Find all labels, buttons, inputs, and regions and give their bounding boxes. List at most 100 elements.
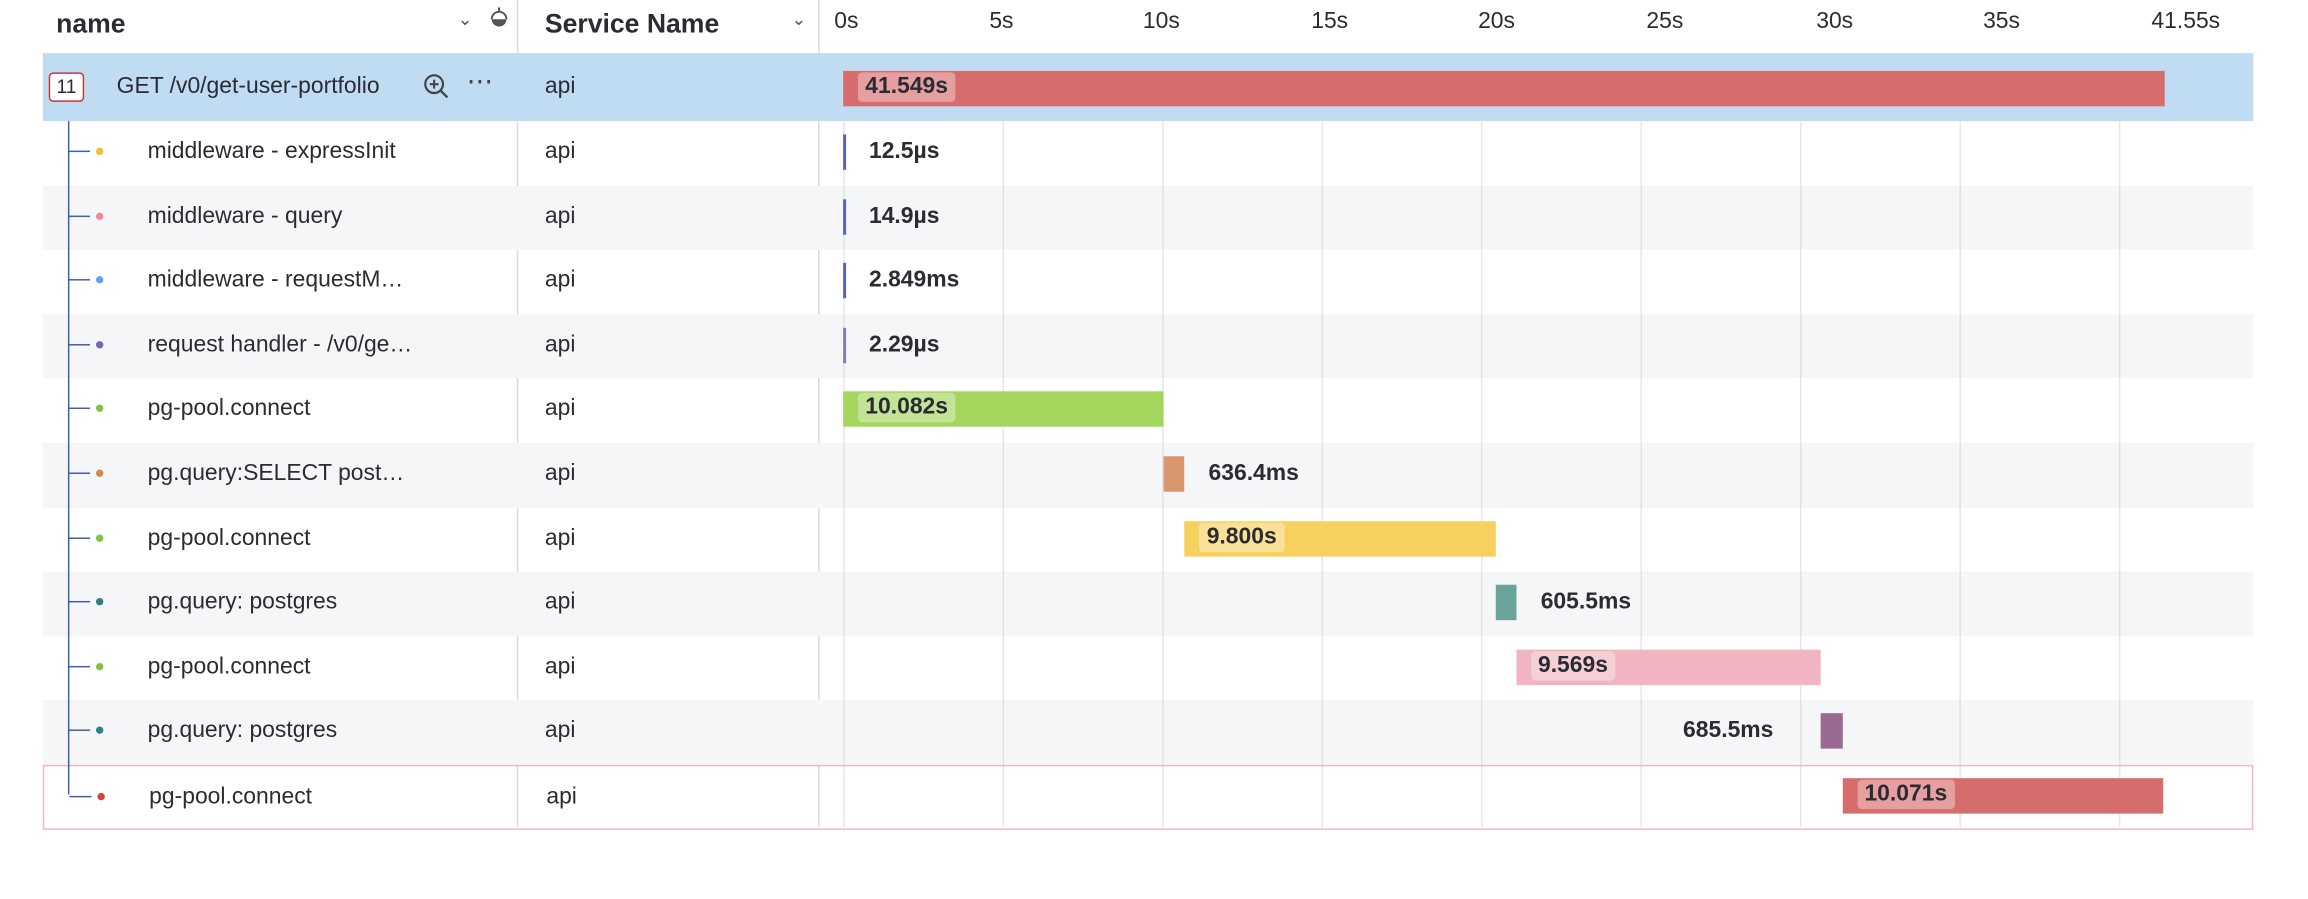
tree-connector <box>67 536 91 539</box>
tree-connector <box>67 472 91 474</box>
span-duration: 10.082s <box>857 393 956 423</box>
span-service: api <box>544 525 576 551</box>
chevron-down-icon[interactable]: ⌄ <box>791 8 807 30</box>
span-status-dot <box>95 340 104 349</box>
column-header-service[interactable]: Service Name <box>544 8 720 38</box>
chevron-down-icon[interactable]: ⌄ <box>457 8 473 30</box>
span-service: api <box>544 589 576 615</box>
timeline-tick: 5s <box>989 8 1014 34</box>
span-bar[interactable] <box>843 327 846 363</box>
span-service: api <box>544 203 576 229</box>
span-label: middleware - expressInit <box>147 138 396 164</box>
span-bar[interactable] <box>1820 713 1843 750</box>
span-service: api <box>544 460 576 486</box>
tree-connector <box>67 121 70 795</box>
span-label: pg-pool.connect <box>149 784 313 810</box>
span-label: middleware - requestM… <box>147 267 404 293</box>
span-service: api <box>544 331 576 358</box>
tree-connector <box>67 408 91 410</box>
timeline-tick: 15s <box>1311 8 1349 34</box>
span-bar[interactable] <box>1164 456 1185 492</box>
span-bar[interactable] <box>843 70 2166 107</box>
tree-connector <box>67 279 91 281</box>
span-duration: 636.4ms <box>1208 460 1299 486</box>
grid-line <box>2118 53 2121 827</box>
span-duration: 14.9µs <box>868 203 940 229</box>
span-label: pg.query: postgres <box>147 718 338 744</box>
span-bar[interactable] <box>843 263 846 299</box>
span-row[interactable]: pg.query:SELECT post… api <box>42 442 2254 508</box>
span-bar[interactable] <box>843 134 846 170</box>
span-row[interactable]: pg-pool.connect api <box>43 507 2253 571</box>
span-row[interactable]: pg-pool.connect api <box>43 379 2253 443</box>
tree-connector <box>67 730 91 732</box>
span-bar[interactable] <box>1496 585 1518 621</box>
tree-connector <box>67 150 91 153</box>
column-divider[interactable] <box>516 0 519 827</box>
span-row[interactable]: pg.query: postgres api <box>42 571 2254 636</box>
tree-connector <box>67 343 91 346</box>
tree-connector <box>69 795 92 798</box>
column-divider[interactable] <box>818 0 820 827</box>
span-row[interactable]: pg-pool.connect api <box>43 636 2253 700</box>
span-service: api <box>546 784 577 810</box>
span-status-dot <box>95 533 104 542</box>
span-duration: 9.800s <box>1199 522 1285 552</box>
timeline-tick: 20s <box>1478 8 1515 34</box>
timeline-tick: 25s <box>1646 8 1684 34</box>
timeline-tick: 0s <box>834 8 859 34</box>
span-label: pg-pool.connect <box>147 653 311 679</box>
span-status-dot <box>95 276 104 284</box>
span-label: pg-pool.connect <box>147 396 311 422</box>
grid-line <box>1799 53 1802 827</box>
span-row[interactable]: request handler - /v0/ge… api <box>42 314 2254 379</box>
span-status-dot <box>95 727 104 735</box>
span-bar[interactable] <box>1842 778 2163 814</box>
span-row[interactable]: pg.query: postgres api <box>42 700 2254 765</box>
span-label: pg.query: postgres <box>147 589 338 615</box>
column-header-name[interactable]: name <box>56 8 126 38</box>
span-bar[interactable] <box>843 391 1164 428</box>
more-options-icon[interactable]: ⋯ <box>466 66 495 96</box>
span-row[interactable]: middleware - requestM… api <box>43 250 2253 314</box>
span-label: middleware - query <box>147 203 343 229</box>
timeline-tick: 10s <box>1142 8 1180 34</box>
span-duration: 2.849ms <box>868 267 960 293</box>
span-service: api <box>544 653 576 679</box>
span-service: api <box>544 267 576 293</box>
span-label: request handler - /v0/ge… <box>147 331 413 358</box>
sort-icon[interactable] <box>489 6 510 34</box>
grid-line <box>1959 53 1961 827</box>
span-status-dot <box>95 662 104 671</box>
span-service: api <box>544 718 576 744</box>
span-status-dot <box>97 792 105 801</box>
span-status-dot <box>95 405 104 413</box>
span-label: pg.query:SELECT post… <box>147 460 405 486</box>
span-service: api <box>544 73 576 99</box>
tree-connector <box>67 665 91 668</box>
tree-connector <box>67 214 91 217</box>
grid-line <box>1481 53 1483 827</box>
zoom-in-icon[interactable] <box>422 72 452 109</box>
child-count-badge[interactable]: 11 <box>48 72 85 102</box>
span-duration: 605.5ms <box>1540 589 1632 615</box>
span-duration: 9.569s <box>1530 650 1616 681</box>
span-status-dot <box>95 598 104 606</box>
span-row[interactable]: middleware - expressInit api <box>43 121 2253 185</box>
timeline-tick: 41.55s <box>2151 8 2221 34</box>
span-row[interactable]: middleware - query api <box>42 185 2254 250</box>
span-bar[interactable] <box>1515 649 1821 685</box>
span-duration: 10.071s <box>1857 779 1955 810</box>
grid-line <box>1162 53 1164 827</box>
span-duration: 685.5ms <box>1683 718 1774 744</box>
span-bar[interactable] <box>843 198 846 235</box>
span-duration: 12.5µs <box>868 138 940 164</box>
timeline-tick: 30s <box>1816 8 1854 34</box>
span-service: api <box>544 138 576 164</box>
span-bar[interactable] <box>1184 520 1497 557</box>
grid-line <box>843 53 845 827</box>
span-row[interactable]: pg-pool.connect api <box>42 764 2254 830</box>
span-status-dot <box>95 469 104 477</box>
grid-line <box>1640 53 1642 827</box>
